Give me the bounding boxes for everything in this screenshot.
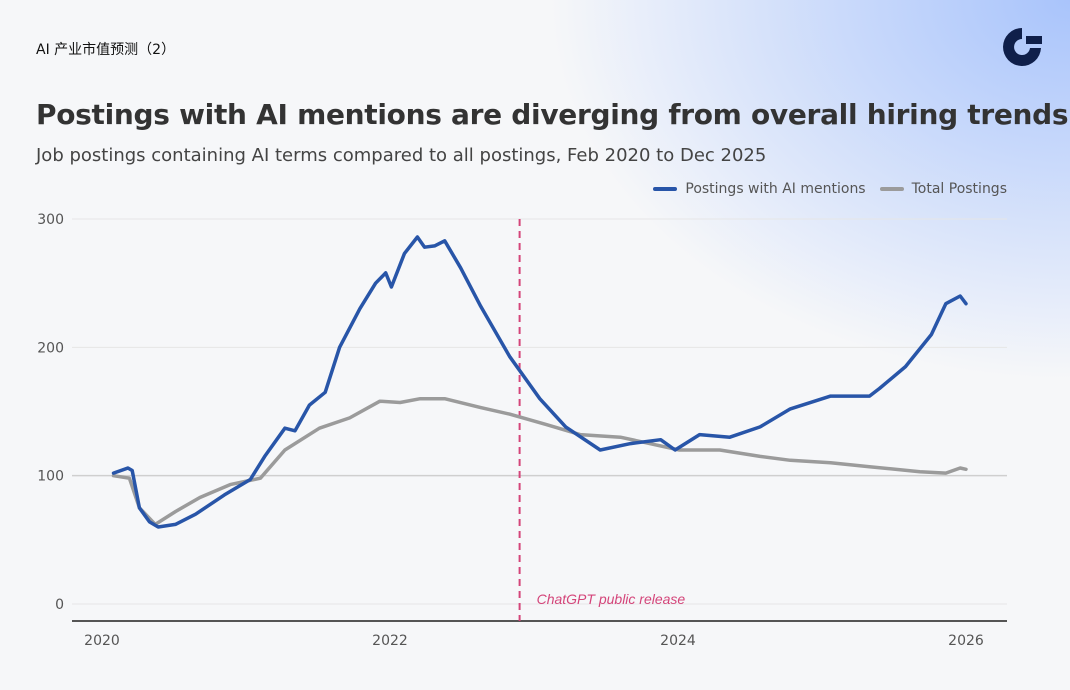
series-line-total <box>111 396 968 527</box>
legend-label-ai: Postings with AI mentions <box>685 181 866 197</box>
x-tick-label: 2026 <box>948 633 984 649</box>
chart-title: Postings with AI mentions are diverging … <box>36 98 1069 131</box>
x-tick-label: 2022 <box>372 633 408 649</box>
brand-logo-icon <box>1003 28 1042 66</box>
release-annotation: ChatGPT public release <box>537 591 686 607</box>
x-tick-label: 2020 <box>84 633 120 649</box>
x-tick-label: 2024 <box>660 633 696 649</box>
y-tick-label: 0 <box>55 597 64 613</box>
chart-subtitle: Job postings containing AI terms compare… <box>36 145 767 166</box>
legend-label-total: Total Postings <box>911 181 1007 197</box>
y-tick-label: 200 <box>37 340 64 356</box>
page-label: AI 产业市值预测（2） <box>36 42 176 58</box>
legend-swatch-total <box>879 187 904 191</box>
y-tick-label: 100 <box>37 469 64 485</box>
legend: Postings with AI mentions Total Postings <box>653 181 1007 197</box>
y-tick-label: 300 <box>37 212 64 228</box>
legend-swatch-ai <box>653 187 678 191</box>
series-line-ai <box>111 235 968 529</box>
